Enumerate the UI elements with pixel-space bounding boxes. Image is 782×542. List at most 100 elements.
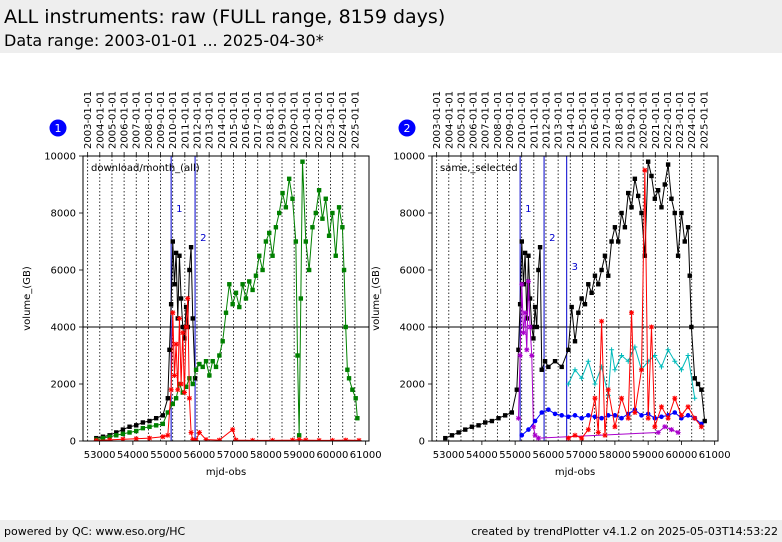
data-point (537, 245, 543, 250)
data-point (665, 347, 671, 353)
top-tick-label: 2005-01-01 (456, 91, 467, 149)
event-marker-label: 1 (176, 204, 182, 215)
data-point (626, 190, 631, 196)
top-tick-label: 2022-01-01 (314, 91, 325, 149)
data-point (546, 407, 551, 412)
y-tick-label: 6000 (51, 266, 76, 277)
data-point (672, 210, 677, 216)
x-tick-label: 57000 (566, 450, 598, 461)
series-group (93, 159, 362, 441)
plot-frame (431, 155, 719, 442)
data-point (190, 381, 195, 387)
top-tick-label: 2015-01-01 (229, 91, 240, 149)
panel-badge-number: 1 (55, 122, 62, 135)
data-point (107, 437, 113, 441)
x-tick-label: 61000 (699, 450, 731, 461)
top-tick-label: 2011-01-01 (180, 91, 191, 149)
data-point (306, 267, 312, 273)
panel-badge (398, 119, 416, 137)
event-marker-label: 2 (200, 233, 206, 244)
data-point (170, 401, 175, 407)
data-point (192, 376, 198, 381)
data-point (443, 435, 448, 441)
data-point (170, 310, 176, 316)
data-point (133, 436, 139, 441)
data-point (599, 267, 604, 273)
top-tick-label: 2021-01-01 (302, 91, 313, 149)
data-point (127, 424, 132, 429)
data-point (658, 364, 664, 370)
data-point (185, 296, 191, 301)
data-point (178, 296, 184, 301)
data-point (134, 423, 139, 428)
x-tick-label: 54000 (117, 450, 149, 461)
data-point (612, 367, 618, 373)
data-point (519, 433, 525, 438)
top-tick-label: 2016-01-01 (241, 91, 252, 149)
data-point (100, 435, 106, 441)
data-point (602, 432, 608, 438)
y-tick-label: 8000 (400, 209, 425, 220)
plot-frame (82, 155, 370, 442)
data-point (699, 387, 704, 392)
data-point (645, 159, 651, 164)
y-tick-label: 0 (419, 437, 425, 448)
series-red-line (568, 170, 702, 439)
data-point (675, 253, 681, 258)
data-point (685, 225, 691, 230)
data-point (572, 367, 578, 373)
series-group (443, 159, 707, 441)
top-tick-label: 2024-01-01 (687, 91, 698, 149)
data-point (329, 437, 335, 441)
chart-area: 2003-01-01 2004-01-01 2005-01-01 2006-01-01… (22, 91, 731, 478)
data-point (609, 347, 615, 353)
data-point (196, 429, 202, 435)
data-point (672, 395, 678, 401)
data-point (170, 239, 175, 244)
series-cyan-line (567, 345, 696, 399)
data-point (165, 396, 171, 401)
data-point (526, 427, 531, 432)
y-axis-label: volume_(GB) (22, 266, 33, 331)
data-point (579, 375, 585, 381)
data-point (283, 205, 289, 210)
data-point (237, 304, 242, 310)
data-point (619, 210, 624, 216)
x-tick-label: 61000 (350, 450, 382, 461)
data-point (341, 267, 347, 273)
series-black-line (445, 161, 706, 439)
x-tick-label: 59000 (283, 450, 315, 461)
y-tick-label: 10000 (393, 152, 425, 163)
data-point (298, 296, 304, 301)
data-point (662, 424, 668, 430)
data-point (270, 437, 276, 441)
data-point (672, 358, 678, 364)
data-point (648, 324, 654, 330)
data-point (200, 364, 205, 370)
data-point (579, 415, 584, 421)
data-point (695, 381, 701, 387)
data-point (323, 196, 328, 201)
data-point (320, 216, 325, 221)
data-point (539, 410, 545, 415)
top-tick-label: 2008-01-01 (493, 91, 504, 149)
data-point (183, 304, 189, 310)
data-point (592, 381, 598, 387)
x-axis-label: mjd-obs (206, 467, 246, 478)
data-point (273, 225, 279, 230)
data-point (566, 347, 571, 352)
data-point (589, 290, 594, 295)
data-point (181, 390, 187, 396)
data-point (502, 413, 508, 418)
data-point (216, 437, 222, 441)
data-point (190, 437, 196, 441)
data-point (316, 437, 322, 441)
panel-label: download/month_(all) (91, 163, 200, 174)
data-point (525, 278, 531, 284)
data-point (183, 324, 189, 330)
event-marker-label: 3 (572, 262, 578, 273)
data-point (153, 416, 159, 421)
data-point (669, 196, 674, 201)
data-point (534, 324, 539, 330)
data-point (582, 302, 588, 307)
